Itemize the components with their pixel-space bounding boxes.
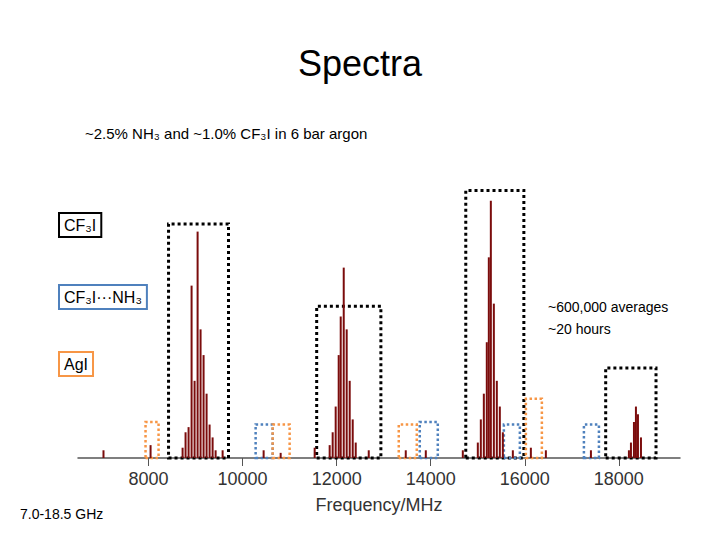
svg-text:12000: 12000 bbox=[312, 469, 362, 489]
svg-text:~2.5% NH₃ and ~1.0% CF₃I in 6: ~2.5% NH₃ and ~1.0% CF₃I in 6 bar argon bbox=[85, 125, 367, 142]
svg-text:18000: 18000 bbox=[594, 469, 644, 489]
svg-text:7.0-18.5 GHz: 7.0-18.5 GHz bbox=[20, 506, 103, 522]
svg-text:~600,000 averages: ~600,000 averages bbox=[548, 299, 668, 315]
svg-text:16000: 16000 bbox=[500, 469, 550, 489]
svg-text:10000: 10000 bbox=[218, 469, 268, 489]
svg-text:~20 hours: ~20 hours bbox=[548, 321, 611, 337]
svg-text:CF₃I···NH₃: CF₃I···NH₃ bbox=[64, 289, 142, 306]
svg-text:AgI: AgI bbox=[64, 356, 88, 373]
svg-text:8000: 8000 bbox=[129, 469, 169, 489]
svg-text:14000: 14000 bbox=[406, 469, 456, 489]
svg-text:Frequency/MHz: Frequency/MHz bbox=[315, 495, 442, 515]
svg-text:CF₃I: CF₃I bbox=[64, 217, 96, 234]
svg-text:Spectra: Spectra bbox=[298, 43, 423, 84]
